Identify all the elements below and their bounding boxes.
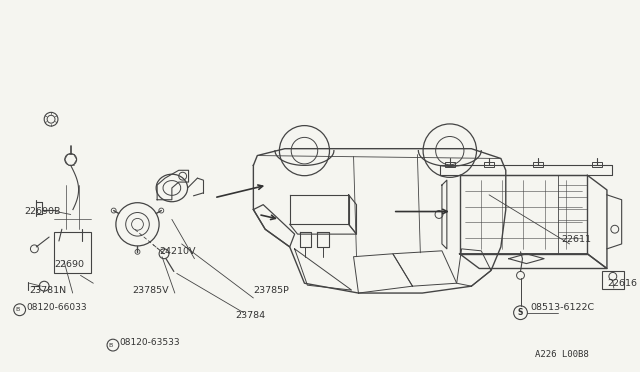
Text: 23785V: 23785V — [132, 286, 169, 295]
Text: 22690: 22690 — [54, 260, 84, 269]
Text: 23785P: 23785P — [253, 286, 289, 295]
Text: B: B — [109, 343, 113, 347]
Text: B: B — [15, 307, 20, 312]
Text: S: S — [518, 308, 523, 317]
Text: 08120-66033: 08120-66033 — [26, 303, 87, 312]
Text: 23781N: 23781N — [29, 286, 67, 295]
Text: A226 L00B8: A226 L00B8 — [535, 350, 589, 359]
Text: 08513-6122C: 08513-6122C — [531, 303, 595, 312]
Text: 23784: 23784 — [236, 311, 266, 320]
Text: 22616: 22616 — [607, 279, 637, 288]
Text: 22690B: 22690B — [24, 208, 61, 217]
Text: 24210V: 24210V — [159, 247, 196, 256]
Text: 08120-63533: 08120-63533 — [120, 338, 180, 347]
Text: 22611: 22611 — [562, 235, 592, 244]
